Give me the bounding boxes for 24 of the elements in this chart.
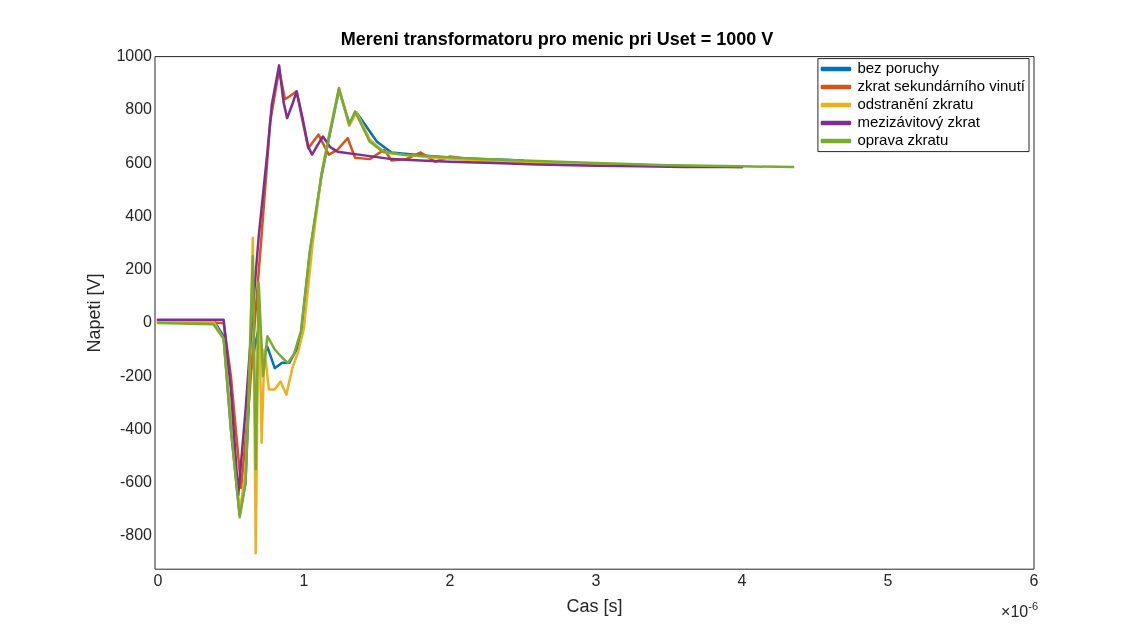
y-tick-label: -800 xyxy=(119,526,153,544)
legend-label: mezizávitový zkrat xyxy=(857,113,981,131)
y-tick-label: -600 xyxy=(119,473,153,491)
x-tick-label: 2 xyxy=(445,572,455,590)
y-tick-label: -400 xyxy=(119,419,153,437)
y-tick-label: 600 xyxy=(125,153,153,171)
y-tick-label: 400 xyxy=(125,206,153,224)
chart-title: Mereni transformatoru pro menic pri Uset = 1000 V xyxy=(340,28,774,49)
legend-label: odstranění zkratu xyxy=(857,95,974,113)
y-tick-label: -200 xyxy=(119,366,153,384)
legend-label: zkrat sekundárního vinutí xyxy=(857,77,1026,95)
legend-label: bez poruchy xyxy=(857,59,940,77)
y-axis-title: Napeti [V] xyxy=(83,273,104,353)
y-tick-label: 800 xyxy=(125,100,153,118)
legend-label: oprava zkratu xyxy=(857,131,949,149)
x-tick-label: 6 xyxy=(1029,572,1039,590)
x-tick-label: 1 xyxy=(299,572,309,590)
x-axis-title: Cas [s] xyxy=(566,596,623,617)
x-tick-label: 3 xyxy=(591,572,601,590)
y-tick-label: 200 xyxy=(125,260,153,278)
y-tick-label: 0 xyxy=(143,313,153,331)
x-tick-label: 5 xyxy=(883,572,893,590)
x-tick-label: 4 xyxy=(737,572,747,590)
y-tick-label: 1000 xyxy=(116,47,153,65)
